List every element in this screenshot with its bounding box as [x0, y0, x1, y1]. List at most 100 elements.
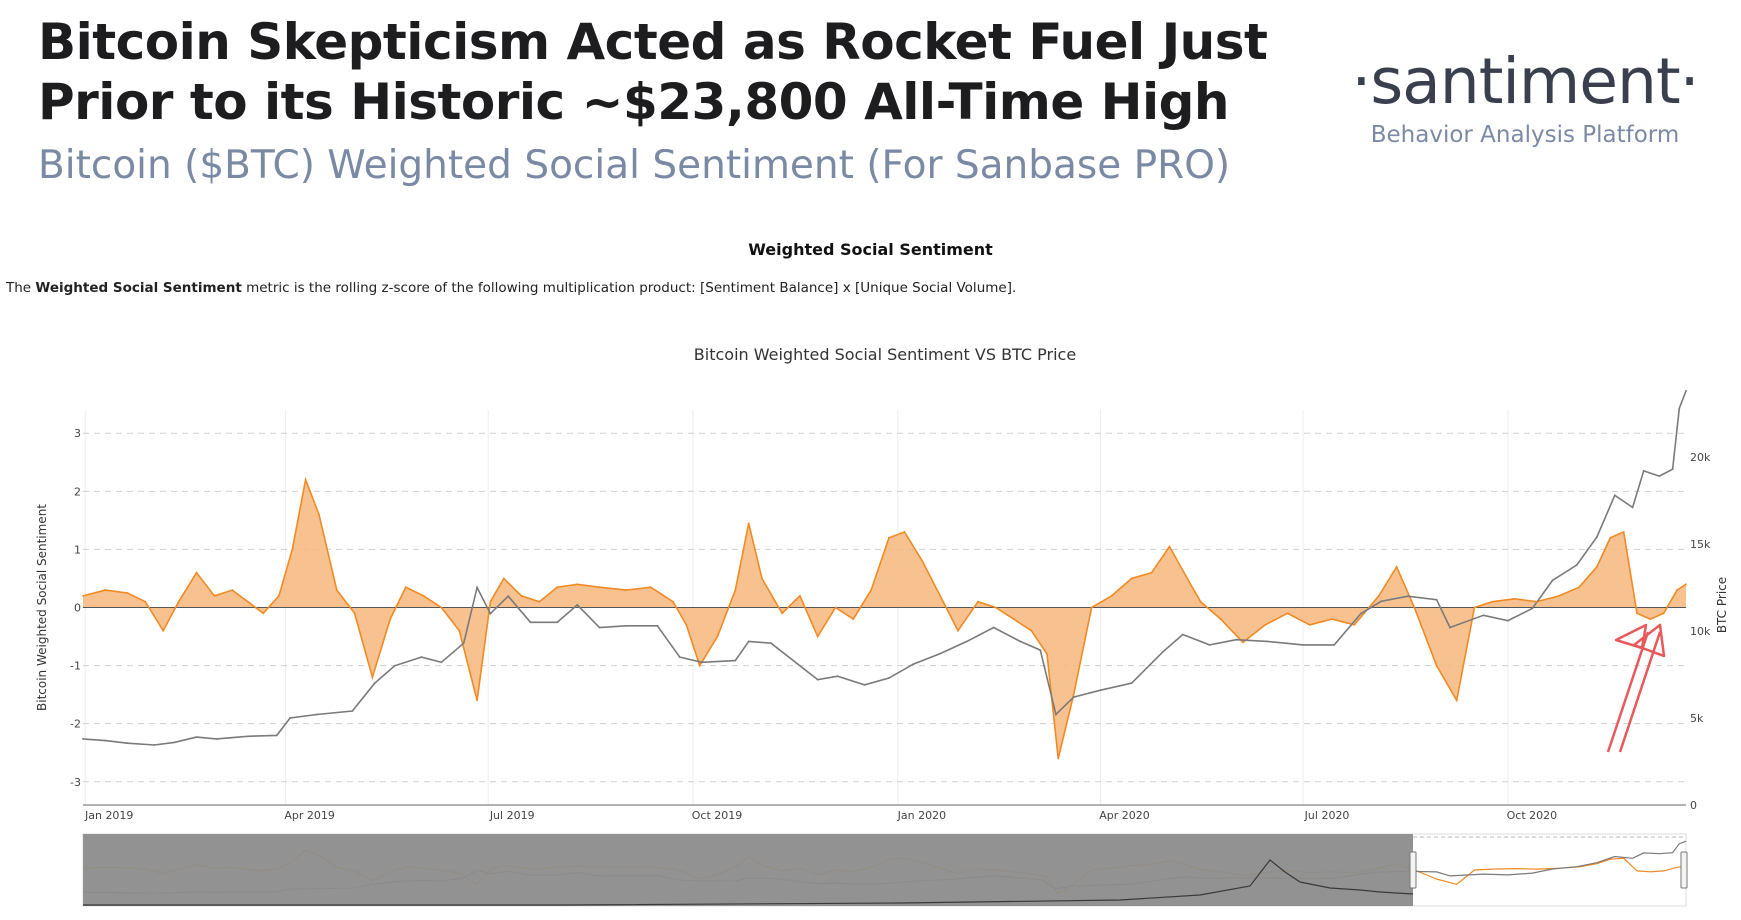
btc-price-point	[1302, 644, 1304, 646]
btc-price-point	[462, 642, 465, 645]
y-right-tick-label: 0	[1690, 799, 1697, 812]
btc-price-point	[246, 735, 249, 738]
sentiment-point	[126, 592, 129, 594]
sentiment-point	[1331, 618, 1333, 620]
sentiment-point	[1199, 600, 1202, 603]
chart-axes: Jan 2019 Apr 2019 Jul 2019 Oct 2019 Jan 2020…	[35, 427, 1729, 822]
y-right-axis-title: BTC Price	[1715, 577, 1729, 633]
sentiment-point	[870, 589, 872, 591]
btc-price-point	[393, 664, 396, 667]
btc-price-point	[863, 684, 866, 686]
subtitle: Bitcoin ($BTC) Weighted Social Sentiment…	[38, 143, 1231, 188]
x-tick-label: Jan 2020	[897, 809, 946, 822]
x-tick-label: Apr 2019	[284, 809, 335, 822]
sentiment-point	[1057, 757, 1060, 760]
btc-price-point	[1576, 564, 1578, 566]
sentiment-point	[538, 600, 541, 603]
btc-price-point	[1435, 598, 1438, 601]
sentiment-point	[1649, 618, 1652, 620]
navigator-history-price-line	[83, 859, 1414, 906]
btc-price-point	[1449, 626, 1451, 629]
sentiment-point	[371, 676, 374, 679]
sentiment-point	[852, 618, 855, 620]
btc-price-point	[82, 738, 84, 740]
btc-price-point	[747, 640, 750, 643]
sentiment-point	[1168, 545, 1171, 548]
btc-price-point	[1596, 536, 1598, 538]
sentiment-point	[816, 635, 819, 638]
sentiment-point	[1685, 583, 1687, 586]
sentiment-point	[1491, 600, 1494, 603]
sentiment-point	[834, 606, 837, 609]
range-navigator[interactable]	[82, 833, 1688, 907]
btc-price-point	[992, 626, 995, 629]
sentiment-point	[698, 664, 701, 667]
chart-title: Bitcoin Weighted Social Sentiment VS BTC…	[694, 345, 1076, 364]
desc-suffix: metric is the rolling z-score of the fol…	[241, 280, 1017, 296]
navigator-mask	[83, 834, 1413, 906]
sentiment-point	[404, 586, 407, 589]
sentiment-point	[781, 612, 783, 615]
sentiment-point	[1377, 595, 1380, 597]
chart-grid	[83, 410, 1686, 805]
btc-price-point	[1406, 595, 1409, 598]
btc-price-point	[656, 624, 659, 627]
btc-price-point	[1130, 682, 1133, 685]
btc-price-point	[153, 744, 156, 746]
headline-line-1: Bitcoin Skepticism Acted as Rocket Fuel …	[38, 13, 1268, 71]
y-right-tick-label: 15k	[1690, 538, 1711, 551]
y-left-tick-label: -2	[70, 718, 81, 731]
sentiment-point	[556, 586, 559, 589]
sentiment-point	[921, 560, 924, 562]
btc-price-point	[489, 612, 492, 615]
btc-price-point	[476, 586, 478, 589]
sentiment-point	[1264, 624, 1267, 626]
btc-price-point	[734, 659, 737, 662]
sentiment-point	[440, 606, 443, 609]
btc-price-point	[507, 595, 510, 598]
btc-price-point	[1380, 600, 1382, 603]
btc-price-point	[625, 624, 628, 627]
btc-price-point	[1019, 640, 1022, 643]
sentiment-point	[278, 595, 280, 597]
btc-price-point	[888, 677, 890, 679]
navigator-right-handle[interactable]	[1680, 851, 1688, 889]
headline-line-2: Prior to its Historic ~$23,800 All-Time …	[38, 73, 1230, 131]
navigator-left-handle[interactable]	[1409, 851, 1417, 889]
sentiment-point	[685, 624, 688, 626]
x-tick-label: Oct 2020	[1507, 809, 1558, 822]
y-left-tick-label: 3	[74, 427, 81, 440]
y-right-tick-label: 10k	[1690, 625, 1711, 638]
sentiment-point	[1535, 600, 1538, 603]
annotation-arrows	[1606, 623, 1666, 753]
annotation-arrow-shaft	[1618, 631, 1662, 753]
sentiment-point	[939, 595, 942, 597]
btc-price-point	[1266, 640, 1269, 643]
sentiment-point	[625, 589, 628, 591]
sentiment-point	[1219, 618, 1222, 620]
sentiment-point	[520, 595, 523, 597]
btc-price-point	[1671, 468, 1674, 471]
sentiment-point	[1012, 618, 1015, 620]
btc-price-point	[598, 626, 601, 629]
btc-price-point	[173, 741, 176, 744]
btc-price-point	[1678, 407, 1681, 410]
sentiment-point	[262, 612, 265, 615]
sentiment-point	[888, 536, 890, 539]
sentiment-point	[1676, 589, 1678, 591]
section-title: Weighted Social Sentiment	[748, 240, 993, 259]
sentiment-point	[231, 589, 234, 591]
btc-price-point	[1360, 612, 1362, 615]
btc-price-point	[1613, 494, 1616, 497]
desc-prefix: The	[6, 280, 36, 296]
sentiment-point	[903, 531, 906, 533]
sentiment-point	[162, 629, 165, 632]
btc-price-point	[1631, 506, 1634, 509]
btc-price-point	[836, 675, 839, 678]
btc-price-point	[770, 642, 772, 645]
headline: Bitcoin Skepticism Acted as Rocket Fuel …	[38, 12, 1278, 132]
sentiment-point	[213, 595, 216, 597]
sentiment-point	[389, 618, 392, 620]
btc-price-point	[126, 742, 129, 745]
